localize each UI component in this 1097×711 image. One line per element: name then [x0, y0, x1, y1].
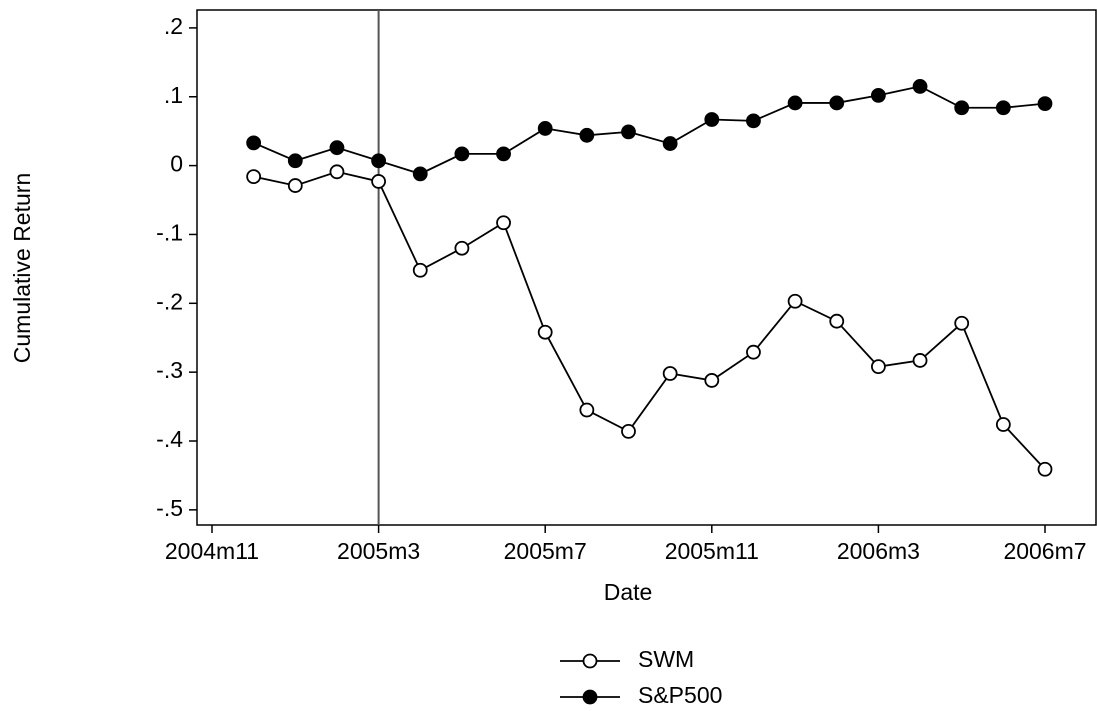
marker: [454, 240, 470, 256]
marker: [829, 313, 845, 329]
marker: [329, 164, 345, 180]
marker: [412, 262, 428, 278]
y-tick-label: -.5: [156, 495, 183, 521]
y-tick-label: -.1: [156, 220, 183, 246]
marker: [496, 215, 511, 231]
x-tick-label: 2005m11: [665, 538, 759, 564]
x-tick-label: 2005m7: [504, 538, 587, 564]
marker: [704, 373, 720, 388]
marker: [995, 417, 1011, 432]
marker: [871, 359, 886, 375]
legend-label: S&P500: [638, 682, 722, 708]
y-tick-label: .1: [164, 82, 183, 108]
marker: [537, 121, 553, 136]
marker: [746, 113, 761, 129]
marker: [787, 95, 803, 111]
marker: [621, 423, 636, 439]
marker: [871, 87, 886, 103]
marker: [454, 146, 470, 162]
x-tick-label: 2006m7: [1003, 538, 1086, 564]
marker: [246, 169, 262, 185]
marker: [371, 174, 387, 189]
y-axis-label: Cumulative Return: [9, 173, 35, 363]
marker: [662, 136, 678, 151]
marker: [829, 95, 845, 111]
y-tick-label: 0: [170, 151, 183, 177]
y-tick-label: .2: [164, 13, 183, 39]
marker: [537, 324, 553, 340]
y-tick-label: -.3: [156, 357, 183, 383]
series-line: [253, 170, 1046, 470]
marker: [496, 146, 511, 162]
marker: [787, 293, 803, 309]
marker: [1037, 461, 1053, 477]
marker: [246, 135, 262, 151]
legend-marker: [582, 653, 598, 669]
marker: [954, 100, 970, 116]
y-tick-label: -.2: [156, 288, 183, 314]
marker: [579, 402, 595, 418]
legend-label: SWM: [638, 646, 694, 672]
marker: [912, 79, 928, 94]
marker: [287, 178, 303, 193]
marker: [746, 344, 761, 360]
y-tick-label: -.4: [156, 426, 183, 452]
marker: [662, 366, 678, 381]
marker: [579, 127, 595, 143]
marker: [621, 124, 636, 140]
marker: [329, 140, 345, 156]
x-tick-label: 2005m3: [337, 538, 420, 564]
marker: [371, 153, 387, 169]
x-tick-label: 2004m11: [165, 538, 259, 564]
marker: [287, 153, 303, 169]
legend-marker: [582, 689, 598, 705]
plot-frame: [196, 9, 1097, 526]
marker: [995, 100, 1011, 116]
marker: [1037, 96, 1053, 112]
marker: [412, 166, 428, 182]
marker: [954, 315, 970, 331]
x-axis-label: Date: [604, 579, 653, 605]
x-tick-label: 2006m3: [837, 538, 920, 564]
marker: [704, 112, 720, 127]
marker: [912, 353, 928, 368]
